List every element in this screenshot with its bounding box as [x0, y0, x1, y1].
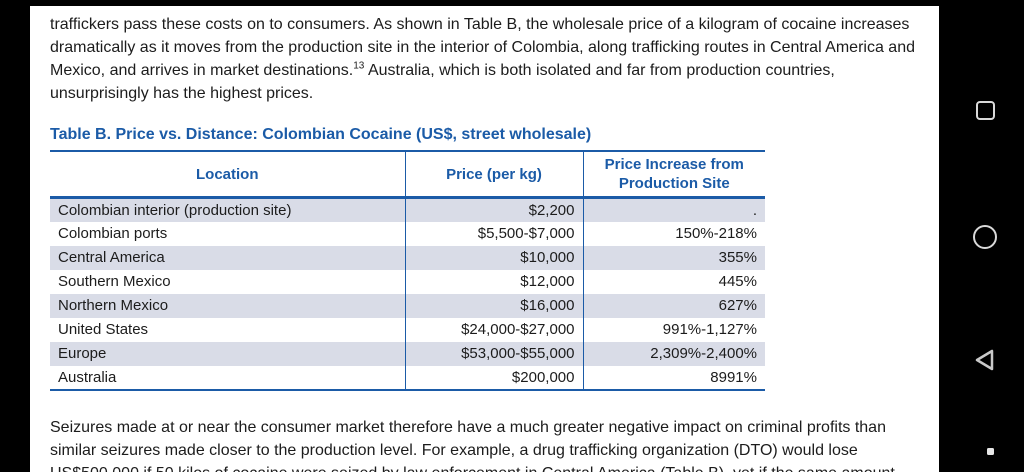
recents-square-icon	[975, 100, 995, 120]
cell-price: $2,200	[404, 197, 583, 222]
back-triangle-icon	[975, 349, 994, 371]
closing-paragraph: Seizures made at or near the consumer ma…	[50, 418, 895, 472]
cell-price: $5,500-$7,000	[404, 221, 583, 246]
home-circle-icon	[973, 225, 997, 249]
footnote-marker: 13	[353, 60, 365, 72]
cell-location: Southern Mexico	[58, 273, 171, 290]
cell-increase: 2,309%-2,400%	[582, 341, 765, 366]
cell-location: Colombian interior (production site)	[58, 201, 292, 219]
cell-increase: 991%-1,127%	[582, 317, 765, 342]
cell-increase: 355%	[582, 245, 765, 270]
table-row: United States $24,000-$27,000 991%-1,127…	[50, 317, 765, 342]
cell-location: Australia	[58, 368, 117, 386]
cell-increase: 150%-218%	[582, 221, 765, 246]
android-nav-bar	[939, 0, 1024, 472]
home-button[interactable]	[965, 217, 1005, 257]
col-header-increase: Price Increase from Production Site	[582, 151, 765, 199]
intro-paragraph: traffickers pass these costs on to consu…	[50, 13, 922, 105]
cell-location: Central America	[58, 249, 165, 266]
cell-price: $12,000	[404, 269, 583, 294]
recents-button[interactable]	[965, 90, 1005, 130]
cell-price: $200,000	[404, 365, 583, 390]
cell-location: Colombian ports	[58, 225, 168, 242]
table-row: Australia $200,000 8991%	[50, 365, 765, 390]
document-page: traffickers pass these costs on to consu…	[30, 6, 939, 472]
cell-location: United States	[58, 321, 149, 338]
intro-text: traffickers pass these costs on to consu…	[50, 16, 915, 79]
cell-price: $10,000	[404, 245, 583, 270]
cell-location: Europe	[58, 345, 107, 362]
table-header-row: Location Price (per kg) Price Increase f…	[50, 151, 765, 199]
price-distance-table: Location Price (per kg) Price Increase f…	[50, 150, 765, 391]
cell-price: $24,000-$27,000	[404, 317, 583, 342]
cell-increase: .	[582, 197, 765, 222]
table-row: Colombian interior (production site) $2,…	[50, 197, 765, 222]
table-row: Southern Mexico $12,000 445%	[50, 269, 765, 294]
col-header-location: Location	[50, 151, 405, 199]
cell-location: Northern Mexico	[58, 297, 169, 314]
table-row: Central America $10,000 355%	[50, 245, 765, 270]
intro-text-continued: Australia, which is both isolated and fa…	[50, 62, 835, 102]
cell-increase: 8991%	[582, 365, 765, 390]
nav-hint-dot	[987, 448, 994, 455]
table-title: Table B. Price vs. Distance: Colombian C…	[50, 126, 592, 143]
cell-price: $53,000-$55,000	[404, 341, 583, 366]
table-row: Colombian ports $5,500-$7,000 150%-218%	[50, 221, 765, 246]
col-header-price: Price (per kg)	[404, 151, 583, 199]
back-button[interactable]	[965, 340, 1005, 380]
cell-price: $16,000	[404, 293, 583, 318]
table-row: Northern Mexico $16,000 627%	[50, 293, 765, 318]
cell-increase: 445%	[582, 269, 765, 294]
cell-increase: 627%	[582, 293, 765, 318]
table-row: Europe $53,000-$55,000 2,309%-2,400%	[50, 341, 765, 366]
